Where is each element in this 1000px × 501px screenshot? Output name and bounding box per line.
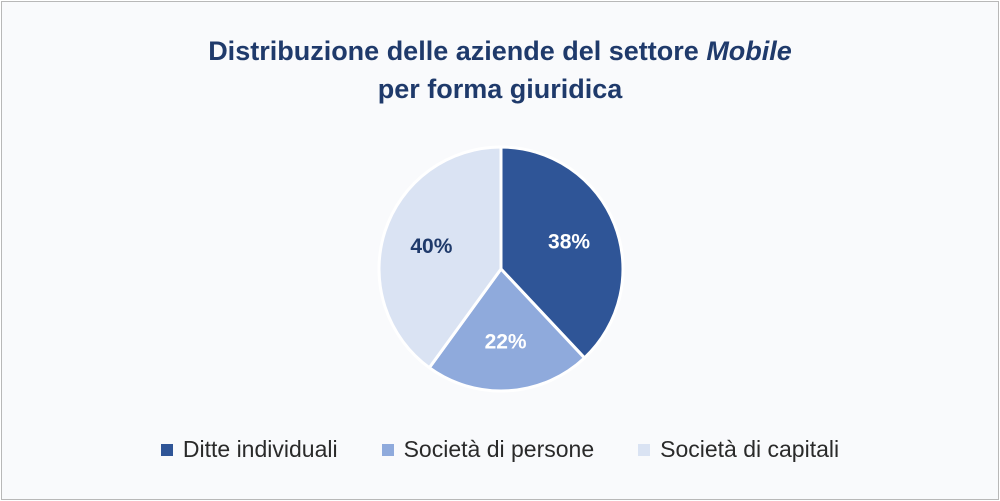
pie-data-label-0: 38% [548,231,590,254]
legend-item-societa-di-capitali: Società di capitali [638,436,839,463]
legend: Ditte individuali Società di persone Soc… [2,436,998,463]
pie-slice-1 [427,267,587,393]
legend-swatch-societa-di-capitali [638,443,651,456]
legend-label-ditte-individuali: Ditte individuali [182,436,338,462]
title-line-2: per forma giuridica [377,74,623,104]
chart-title: Distribuzione delle aziende del settore … [2,32,998,108]
title-prefix: Distribuzione delle aziende del settore [208,36,707,66]
pie-data-label-1: 22% [485,331,527,354]
legend-label-societa-di-capitali: Società di capitali [660,436,840,462]
pie-data-label-2: 40% [410,235,452,258]
legend-swatch-societa-di-persone [381,443,394,456]
title-emphasis: Mobile [706,36,792,66]
legend-item-societa-di-persone: Società di persone [381,436,595,463]
pie-slice-0 [499,145,625,360]
title-line-1: Distribuzione delle aziende del settore … [2,32,998,70]
legend-swatch-ditte-individuali [160,443,173,456]
legend-label-societa-di-persone: Società di persone [403,436,595,462]
pie-slice-2 [377,145,503,370]
legend-item-ditte-individuali: Ditte individuali [160,436,338,463]
